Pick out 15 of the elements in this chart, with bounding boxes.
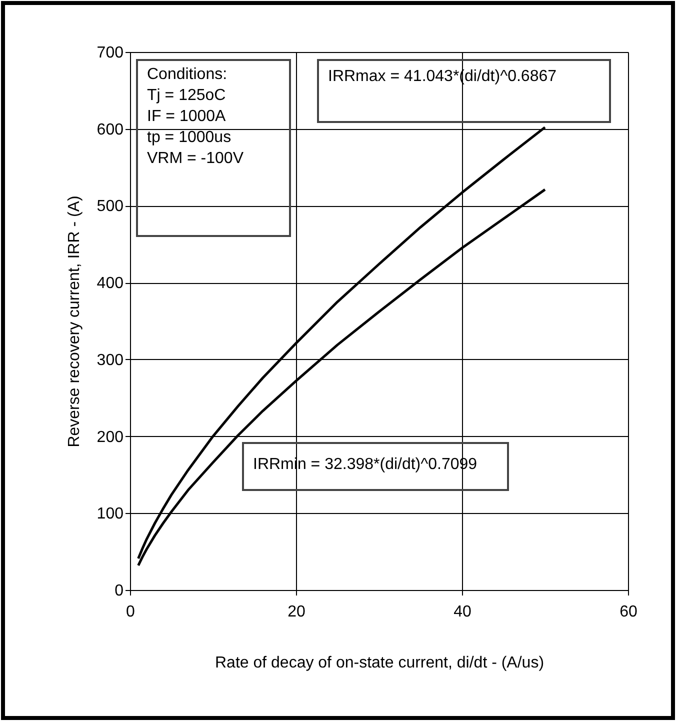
x-tick-label: 0: [126, 604, 136, 620]
y-tick-label: 0: [114, 582, 124, 600]
x-tick-label: 40: [454, 604, 472, 620]
y-tick-label: 700: [96, 44, 124, 62]
y-tick-label: 200: [96, 428, 124, 446]
y-tick-label: 600: [96, 121, 124, 138]
x-axis-title: Rate of decay of on-state current, di/dt - (A/us): [214, 654, 544, 672]
y-tick-label: 400: [96, 275, 124, 292]
y-tick-label: 300: [96, 352, 124, 369]
annotation: Conditions: Tj = 125oC IF = 1000A tp = 1000us VRM = -100V: [147, 66, 244, 167]
x-tick-label: 60: [620, 604, 638, 620]
y-tick-label: 500: [96, 198, 124, 216]
y-tick-label: 100: [96, 506, 124, 523]
x-tick-label: 20: [288, 604, 306, 620]
y-axis-title: Reverse recovery current, IRR - (A): [66, 196, 83, 448]
